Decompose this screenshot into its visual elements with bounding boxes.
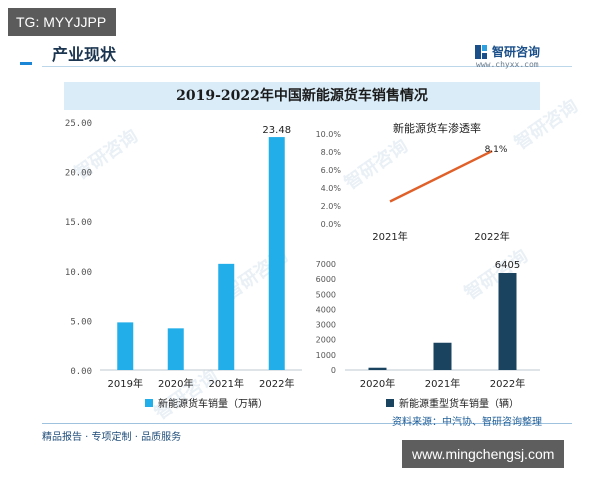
- x-tick-label-penetration: 2021年: [372, 230, 407, 243]
- y-tick-label-penetration: 6.0%: [321, 166, 342, 175]
- brand-name: 智研咨询: [492, 45, 541, 59]
- y-tick-label-heavy-trucks: 7000: [316, 260, 336, 269]
- x-tick-label-sales: 2019年: [108, 377, 143, 390]
- y-tick-label-sales: 5.00: [70, 317, 92, 327]
- legend-label-sales: 新能源货车销量（万辆）: [158, 399, 268, 410]
- section-title-accent: [20, 62, 32, 65]
- line-penetration: [389, 150, 493, 203]
- data-label-heavy-trucks: 6405: [495, 260, 520, 271]
- source-note: 资料来源：中汽协、智研咨询整理: [392, 417, 542, 428]
- y-tick-label-penetration: 2.0%: [321, 202, 342, 211]
- x-tick-label-sales: 2021年: [209, 377, 244, 390]
- y-tick-label-penetration: 4.0%: [321, 184, 342, 193]
- y-tick-label-heavy-trucks: 4000: [316, 305, 336, 314]
- legend-label-heavy-trucks: 新能源重型货车销量（辆）: [399, 399, 519, 410]
- bar-sales: [268, 137, 285, 370]
- overlay-tag-top: TG: MYYJJPP: [8, 8, 117, 36]
- y-tick-label-heavy-trucks: 2000: [316, 336, 336, 345]
- section-title: 产业现状: [52, 45, 117, 64]
- x-tick-label-heavy-trucks: 2021年: [425, 377, 460, 390]
- y-tick-label-penetration: 10.0%: [316, 130, 342, 139]
- bar-sales: [218, 263, 235, 370]
- x-tick-label-penetration: 2022年: [474, 230, 509, 243]
- y-tick-label-sales: 0.00: [70, 367, 92, 377]
- brand-logo-icon: [475, 44, 487, 59]
- footer-tagline: 精品报告 · 专项定制 · 品质服务: [42, 432, 182, 443]
- x-tick-label-sales: 2022年: [259, 377, 294, 390]
- watermark-text: 智研咨询: [510, 95, 582, 154]
- x-tick-label-heavy-trucks: 2022年: [490, 377, 525, 390]
- bar-heavy-trucks: [498, 273, 517, 370]
- main-title-band: [64, 82, 540, 110]
- y-tick-label-heavy-trucks: 5000: [316, 290, 336, 299]
- y-tick-label-heavy-trucks: 3000: [316, 321, 336, 330]
- bar-heavy-trucks: [368, 367, 387, 370]
- y-tick-label-heavy-trucks: 6000: [316, 275, 336, 284]
- y-tick-label-sales: 10.00: [65, 268, 92, 278]
- header-divider: [42, 66, 572, 67]
- watermark-text: 智研咨询: [460, 245, 532, 304]
- bar-sales: [117, 322, 134, 370]
- data-label-sales: 23.48: [262, 125, 291, 136]
- legend-heavy-trucks: 新能源重型货车销量（辆）: [386, 395, 519, 410]
- y-tick-label-sales: 15.00: [65, 218, 92, 228]
- watermark-text: 智研咨询: [340, 135, 412, 194]
- data-label-penetration: 8.1%: [485, 145, 508, 155]
- y-tick-label-sales: 20.00: [65, 169, 92, 179]
- main-title: 2019-2022年中国新能源货车销售情况: [176, 88, 428, 104]
- chart-title-penetration: 新能源货车渗透率: [393, 121, 481, 135]
- y-tick-label-heavy-trucks: 1000: [316, 351, 336, 360]
- bar-heavy-trucks: [433, 342, 452, 370]
- y-tick-label-penetration: 8.0%: [321, 148, 342, 157]
- y-tick-label-sales: 25.00: [65, 119, 92, 129]
- legend-swatch-heavy-trucks: [386, 398, 394, 407]
- x-tick-label-heavy-trucks: 2020年: [360, 377, 395, 390]
- brand: 智研咨询: [474, 43, 540, 60]
- overlay-tag-bottom: www.mingchengsj.com: [402, 440, 565, 468]
- y-tick-label-heavy-trucks: 0: [331, 366, 336, 375]
- x-tick-label-sales: 2020年: [158, 377, 193, 390]
- legend-sales: 新能源货车销量（万辆）: [145, 395, 268, 410]
- legend-swatch-sales: [145, 398, 153, 407]
- bar-sales: [167, 328, 184, 370]
- y-tick-label-penetration: 0.0%: [321, 220, 342, 229]
- brand-url: www.chyxx.com: [476, 60, 539, 69]
- footer-divider: [42, 423, 572, 424]
